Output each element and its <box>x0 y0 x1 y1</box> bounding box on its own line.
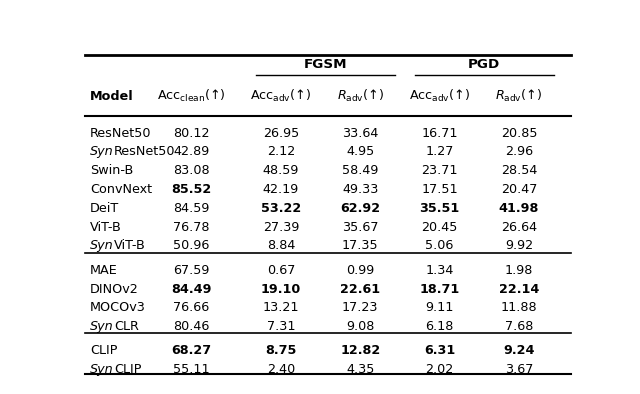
Text: 26.95: 26.95 <box>263 126 299 139</box>
Text: CLIP: CLIP <box>114 363 141 376</box>
Text: 9.11: 9.11 <box>426 301 454 314</box>
Text: 28.54: 28.54 <box>500 164 537 177</box>
Text: 9.24: 9.24 <box>503 344 534 357</box>
Text: 41.98: 41.98 <box>499 202 539 215</box>
Text: DINOv2: DINOv2 <box>90 282 139 296</box>
Text: 18.71: 18.71 <box>419 282 460 296</box>
Text: 5.06: 5.06 <box>426 240 454 253</box>
Text: 84.49: 84.49 <box>172 282 212 296</box>
Text: 1.98: 1.98 <box>505 264 533 277</box>
Text: 27.39: 27.39 <box>262 221 299 234</box>
Text: 53.22: 53.22 <box>260 202 301 215</box>
Text: 35.51: 35.51 <box>419 202 460 215</box>
Text: 50.96: 50.96 <box>173 240 210 253</box>
Text: 48.59: 48.59 <box>262 164 299 177</box>
Text: 2.96: 2.96 <box>505 145 533 158</box>
Text: 22.61: 22.61 <box>340 282 380 296</box>
Text: 17.51: 17.51 <box>421 183 458 196</box>
Text: 17.35: 17.35 <box>342 240 378 253</box>
Text: 1.34: 1.34 <box>426 264 454 277</box>
Text: Syn: Syn <box>90 240 114 253</box>
Text: 22.14: 22.14 <box>499 282 539 296</box>
Text: 20.47: 20.47 <box>500 183 537 196</box>
Text: 80.46: 80.46 <box>173 320 210 333</box>
Text: 33.64: 33.64 <box>342 126 378 139</box>
Text: 2.12: 2.12 <box>267 145 295 158</box>
Text: 0.99: 0.99 <box>346 264 374 277</box>
Text: 20.85: 20.85 <box>500 126 537 139</box>
Text: 4.95: 4.95 <box>346 145 374 158</box>
Text: PGD: PGD <box>468 58 500 71</box>
Text: 3.67: 3.67 <box>505 363 533 376</box>
Text: $R_\mathregular{adv}$(↑): $R_\mathregular{adv}$(↑) <box>337 88 384 104</box>
Text: Acc$_\mathregular{adv}$(↑): Acc$_\mathregular{adv}$(↑) <box>250 88 312 104</box>
Text: Acc$_\mathregular{adv}$(↑): Acc$_\mathregular{adv}$(↑) <box>409 88 470 104</box>
Text: 9.08: 9.08 <box>346 320 374 333</box>
Text: 84.59: 84.59 <box>173 202 210 215</box>
Text: 0.67: 0.67 <box>267 264 295 277</box>
Text: 2.02: 2.02 <box>426 363 454 376</box>
Text: 58.49: 58.49 <box>342 164 378 177</box>
Text: ResNet50: ResNet50 <box>114 145 175 158</box>
Text: Model: Model <box>90 90 134 103</box>
Text: MOCOv3: MOCOv3 <box>90 301 146 314</box>
Text: Syn: Syn <box>90 320 114 333</box>
Text: 13.21: 13.21 <box>262 301 299 314</box>
Text: ViT-B: ViT-B <box>90 221 122 234</box>
Text: CLR: CLR <box>114 320 139 333</box>
Text: 80.12: 80.12 <box>173 126 210 139</box>
Text: 42.19: 42.19 <box>263 183 299 196</box>
Text: 2.40: 2.40 <box>267 363 295 376</box>
Text: 85.52: 85.52 <box>172 183 212 196</box>
Text: 49.33: 49.33 <box>342 183 378 196</box>
Text: 7.31: 7.31 <box>267 320 295 333</box>
Text: 20.45: 20.45 <box>421 221 458 234</box>
Text: 42.89: 42.89 <box>173 145 210 158</box>
Text: 4.35: 4.35 <box>346 363 374 376</box>
Text: 67.59: 67.59 <box>173 264 210 277</box>
Text: Acc$_\mathregular{clean}$(↑): Acc$_\mathregular{clean}$(↑) <box>157 88 226 104</box>
Text: 55.11: 55.11 <box>173 363 210 376</box>
Text: 8.84: 8.84 <box>267 240 295 253</box>
Text: 62.92: 62.92 <box>340 202 380 215</box>
Text: 76.78: 76.78 <box>173 221 210 234</box>
Text: FGSM: FGSM <box>304 58 348 71</box>
Text: 17.23: 17.23 <box>342 301 378 314</box>
Text: 83.08: 83.08 <box>173 164 210 177</box>
Text: 9.92: 9.92 <box>505 240 533 253</box>
Text: 19.10: 19.10 <box>260 282 301 296</box>
Text: 68.27: 68.27 <box>172 344 212 357</box>
Text: 16.71: 16.71 <box>421 126 458 139</box>
Text: 11.88: 11.88 <box>500 301 537 314</box>
Text: 7.68: 7.68 <box>505 320 533 333</box>
Text: CLIP: CLIP <box>90 344 117 357</box>
Text: $R_\mathregular{adv}$(↑): $R_\mathregular{adv}$(↑) <box>495 88 543 104</box>
Text: Syn: Syn <box>90 145 114 158</box>
Text: ResNet50: ResNet50 <box>90 126 152 139</box>
Text: 8.75: 8.75 <box>265 344 296 357</box>
Text: MAE: MAE <box>90 264 118 277</box>
Text: 1.27: 1.27 <box>426 145 454 158</box>
Text: ConvNext: ConvNext <box>90 183 152 196</box>
Text: DeiT: DeiT <box>90 202 119 215</box>
Text: 6.31: 6.31 <box>424 344 455 357</box>
Text: 35.67: 35.67 <box>342 221 378 234</box>
Text: 26.64: 26.64 <box>501 221 537 234</box>
Text: 23.71: 23.71 <box>421 164 458 177</box>
Text: 6.18: 6.18 <box>426 320 454 333</box>
Text: Swin-B: Swin-B <box>90 164 133 177</box>
Text: ViT-B: ViT-B <box>114 240 146 253</box>
Text: 76.66: 76.66 <box>173 301 210 314</box>
Text: 12.82: 12.82 <box>340 344 380 357</box>
Text: Syn: Syn <box>90 363 114 376</box>
